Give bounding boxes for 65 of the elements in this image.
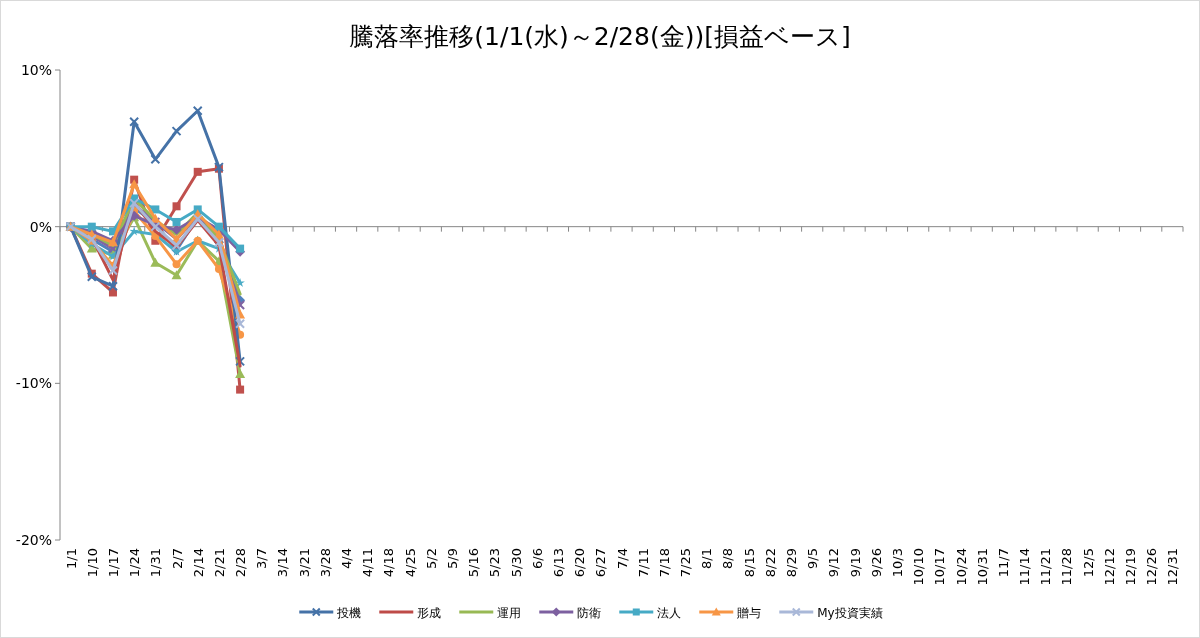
x-tick-label: 12/26 [1144,548,1160,586]
x-tick-label: 3/7 [254,548,270,569]
x-tick-label: 2/21 [211,548,227,578]
x-tick-label: 7/18 [656,548,672,578]
x-tick-label: 10/24 [953,548,969,586]
legend-label: 投機 [336,605,362,620]
x-tick-label: 12/31 [1165,548,1181,586]
x-tick-label: 5/2 [423,548,439,569]
x-tick-label: 9/26 [868,548,884,578]
x-tick-label: 8/22 [762,548,778,578]
x-tick-label: 8/8 [720,548,736,569]
x-tick-label: 1/24 [127,548,143,578]
x-tick-label: 1/10 [84,548,100,578]
x-tick-label: 5/23 [487,548,503,578]
x-tick-label: 3/14 [275,548,291,578]
x-tick-label: 11/14 [1017,548,1033,586]
legend-label: 法人 [657,605,682,620]
x-tick-label: 10/17 [932,548,948,586]
legend-label: 贈与 [737,605,762,620]
legend-label: 防衛 [577,605,602,620]
x-tick-label: 5/30 [508,548,524,578]
y-tick-label: 0% [29,218,52,235]
x-tick-label: 9/12 [826,548,842,578]
x-tick-label: 2/14 [190,548,206,578]
legend-label: My投資実績 [817,605,883,620]
x-tick-label: 3/21 [296,548,312,578]
x-tick-label: 5/9 [444,548,460,569]
x-tick-label: 7/4 [614,548,630,569]
x-tick-label: 6/27 [593,548,609,578]
x-tick-label: 5/16 [466,548,482,578]
chart-title: 騰落率推移(1/1(水)～2/28(金))[損益ベース] [349,22,851,51]
x-tick-label: 12/12 [1101,548,1117,586]
x-tick-label: 8/1 [699,548,715,569]
x-tick-label: 6/6 [529,548,545,569]
x-tick-label: 7/11 [635,548,651,578]
x-tick-label: 4/11 [360,548,376,578]
x-tick-label: 1/31 [148,548,164,578]
x-tick-label: 10/31 [974,548,990,586]
x-tick-label: 8/29 [784,548,800,578]
x-tick-label: 2/7 [169,548,185,569]
x-tick-label: 11/7 [995,548,1011,578]
x-tick-label: 2/28 [233,548,249,578]
x-tick-label: 7/25 [678,548,694,578]
legend-label: 運用 [497,605,522,620]
x-tick-label: 4/25 [402,548,418,578]
legend-label: 形成 [417,605,442,620]
x-tick-label: 4/18 [381,548,397,578]
x-tick-label: 8/15 [741,548,757,578]
x-tick-label: 9/5 [805,548,821,569]
x-tick-label: 10/3 [889,548,905,578]
x-tick-label: 11/28 [1059,548,1075,586]
x-tick-label: 11/21 [1038,548,1054,586]
x-tick-label: 9/19 [847,548,863,578]
y-tick-label: -10% [15,375,52,392]
x-tick-label: 1/1 [63,548,79,569]
x-tick-label: 12/19 [1123,548,1139,586]
x-tick-label: 1/17 [105,548,121,578]
x-tick-label: 12/5 [1080,548,1096,578]
x-tick-label: 6/20 [572,548,588,578]
x-tick-label: 10/10 [911,548,927,586]
x-tick-label: 3/28 [317,548,333,578]
x-tick-label: 6/13 [550,548,566,578]
y-tick-label: -20% [15,532,52,548]
y-tick-label: 10% [20,62,52,78]
x-tick-label: 4/4 [339,548,355,569]
